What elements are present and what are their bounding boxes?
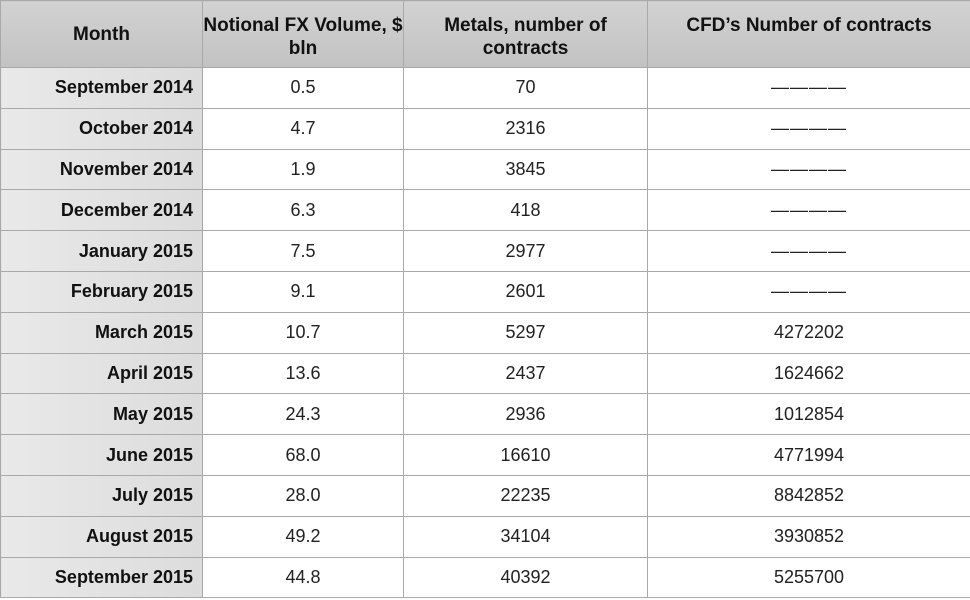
row-header-cell: September 2015 bbox=[0, 556, 203, 599]
row-header-cell: June 2015 bbox=[0, 434, 203, 476]
table-cell: ———— bbox=[647, 148, 970, 191]
table-row: December 2014 6.3 418 ———— bbox=[0, 189, 970, 232]
table-row: September 2015 44.8 40392 5255700 bbox=[0, 556, 970, 599]
row-header-cell: September 2014 bbox=[0, 67, 203, 109]
row-header-cell: April 2015 bbox=[0, 352, 203, 395]
table-row: June 2015 68.0 16610 4771994 bbox=[0, 434, 970, 476]
table-row: September 2014 0.5 70 ———— bbox=[0, 67, 970, 109]
row-header-cell: March 2015 bbox=[0, 311, 203, 354]
table-cell: 3845 bbox=[403, 148, 648, 191]
table-row: February 2015 9.1 2601 ———— bbox=[0, 270, 970, 313]
row-header-cell: October 2014 bbox=[0, 107, 203, 150]
header-cell: CFD’s Number of contracts bbox=[647, 0, 970, 68]
table-cell: 34104 bbox=[403, 515, 648, 558]
table-cell: ———— bbox=[647, 107, 970, 150]
table-cell: 68.0 bbox=[202, 434, 404, 476]
table-cell: 13.6 bbox=[202, 352, 404, 395]
table-cell: 1624662 bbox=[647, 352, 970, 395]
table-cell: 4272202 bbox=[647, 311, 970, 354]
table-cell: ———— bbox=[647, 189, 970, 232]
table-cell: 2936 bbox=[403, 393, 648, 436]
table-cell: 7.5 bbox=[202, 230, 404, 272]
table-cell: 2316 bbox=[403, 107, 648, 150]
header-row: Month Notional FX Volume, $ bln Metals, nu… bbox=[0, 0, 970, 68]
row-header-cell: July 2015 bbox=[0, 474, 203, 517]
table-cell: 9.1 bbox=[202, 270, 404, 313]
table-cell: 10.7 bbox=[202, 311, 404, 354]
table-cell: ———— bbox=[647, 67, 970, 109]
row-header-cell: August 2015 bbox=[0, 515, 203, 558]
table-cell: 8842852 bbox=[647, 474, 970, 517]
table-row: May 2015 24.3 2936 1012854 bbox=[0, 393, 970, 436]
table-cell: ———— bbox=[647, 230, 970, 272]
table-cell: 24.3 bbox=[202, 393, 404, 436]
row-header-cell: February 2015 bbox=[0, 270, 203, 313]
table-cell: 1012854 bbox=[647, 393, 970, 436]
table-cell: 40392 bbox=[403, 556, 648, 599]
table-row: November 2014 1.9 3845 ———— bbox=[0, 148, 970, 191]
table-cell: 49.2 bbox=[202, 515, 404, 558]
table-row: August 2015 49.2 34104 3930852 bbox=[0, 515, 970, 558]
table-cell: 70 bbox=[403, 67, 648, 109]
table-cell: 28.0 bbox=[202, 474, 404, 517]
table-cell: 22235 bbox=[403, 474, 648, 517]
row-header-cell: December 2014 bbox=[0, 189, 203, 232]
header-cell: Metals, number of contracts bbox=[403, 0, 648, 68]
table-cell: 1.9 bbox=[202, 148, 404, 191]
table-cell: 3930852 bbox=[647, 515, 970, 558]
header-cell: Month bbox=[0, 0, 203, 68]
table-row: April 2015 13.6 2437 1624662 bbox=[0, 352, 970, 395]
table-cell: 5297 bbox=[403, 311, 648, 354]
row-header-cell: November 2014 bbox=[0, 148, 203, 191]
table-cell: 6.3 bbox=[202, 189, 404, 232]
row-header-cell: January 2015 bbox=[0, 230, 203, 272]
table-cell: ———— bbox=[647, 270, 970, 313]
table-row: March 2015 10.7 5297 4272202 bbox=[0, 311, 970, 354]
table-body: September 2014 0.5 70 ———— October 2014 4.7 23… bbox=[0, 67, 970, 599]
table-cell: 44.8 bbox=[202, 556, 404, 599]
table-cell: 2437 bbox=[403, 352, 648, 395]
table-cell: 5255700 bbox=[647, 556, 970, 599]
table-cell: 2601 bbox=[403, 270, 648, 313]
table-cell: 4.7 bbox=[202, 107, 404, 150]
table-cell: 16610 bbox=[403, 434, 648, 476]
table-cell: 418 bbox=[403, 189, 648, 232]
table-cell: 2977 bbox=[403, 230, 648, 272]
table-cell: 0.5 bbox=[202, 67, 404, 109]
table-row: October 2014 4.7 2316 ———— bbox=[0, 107, 970, 150]
table-row: July 2015 28.0 22235 8842852 bbox=[0, 474, 970, 517]
table-cell: 4771994 bbox=[647, 434, 970, 476]
row-header-cell: May 2015 bbox=[0, 393, 203, 436]
table-row: January 2015 7.5 2977 ———— bbox=[0, 230, 970, 272]
header-cell: Notional FX Volume, $ bln bbox=[202, 0, 404, 68]
